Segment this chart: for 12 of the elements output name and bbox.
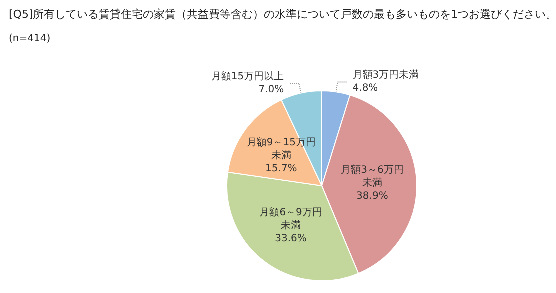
slice-label: 月額3万円未満 <box>352 69 420 82</box>
slice-label: 月額6～9万円未満 <box>260 206 322 232</box>
chart-title: [Q5]所有している賃貸住宅の家賃（共益費等含む）の水準について戸数の最も多いものを1つお選びください。 <box>9 8 556 21</box>
data-label: 38.9% <box>356 191 388 202</box>
data-label: 15.7% <box>266 163 298 174</box>
slice-label: 月額15万円以上 <box>211 70 284 83</box>
data-label: 7.0% <box>258 84 284 96</box>
data-label: 4.8% <box>352 83 378 94</box>
text: (n=414) <box>9 34 51 44</box>
slice-label: 月額3～6万円未満 <box>341 164 404 190</box>
data-label: 33.6% <box>275 233 307 244</box>
slice-label: 月額9～15万円未満 <box>246 136 316 162</box>
